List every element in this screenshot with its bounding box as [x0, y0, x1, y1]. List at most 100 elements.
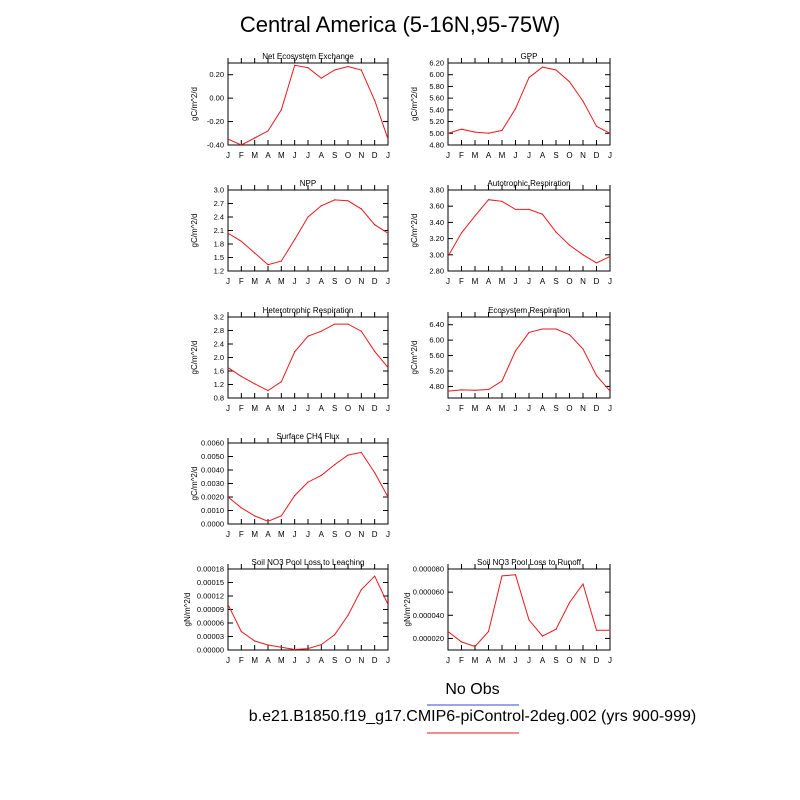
data-point [360, 208, 362, 210]
y-axis-label: gN/m^2/d [403, 593, 412, 627]
data-point [460, 232, 463, 234]
x-tick-label: A [540, 277, 546, 286]
series-line [448, 328, 610, 392]
y-tick-label: 5.20 [429, 117, 444, 126]
data-point [254, 252, 256, 254]
y-tick-label: 0.00018 [197, 565, 224, 574]
y-axis-label: gC/m^2/d [410, 214, 419, 248]
x-tick-label: A [265, 530, 271, 539]
y-tick-label: 0.0010 [201, 506, 224, 515]
data-point [280, 646, 282, 648]
x-tick-label: A [486, 404, 492, 413]
data-point [254, 137, 256, 139]
y-tick-label: 0.0000 [201, 520, 224, 529]
data-point [374, 224, 376, 226]
y-tick-label: 6.40 [429, 320, 444, 329]
x-tick-label: M [278, 277, 285, 286]
panel-frame [227, 316, 389, 399]
data-point [280, 109, 282, 111]
data-point [307, 335, 309, 337]
x-tick-label: J [446, 277, 450, 286]
x-tick-label: O [566, 277, 572, 286]
data-point [448, 390, 449, 392]
x-tick-label: F [239, 404, 244, 413]
data-point [487, 199, 490, 201]
data-point [514, 108, 517, 110]
x-tick-label: J [386, 277, 390, 286]
data-point [528, 77, 530, 79]
data-point [487, 388, 490, 391]
data-point [387, 603, 388, 606]
x-tick-label: J [306, 656, 310, 665]
x-tick-label: A [319, 404, 325, 413]
y-tick-label: 2.4 [214, 213, 224, 222]
x-tick-label: J [386, 151, 390, 160]
data-point [360, 589, 362, 591]
x-tick-label: F [459, 404, 464, 413]
y-tick-label: 2.8 [214, 326, 224, 335]
data-point [280, 381, 282, 383]
x-tick-label: F [239, 530, 244, 539]
data-point [487, 630, 490, 633]
x-tick-label: O [345, 277, 351, 286]
data-point [595, 629, 598, 631]
data-point [294, 351, 296, 353]
x-tick-label: A [540, 656, 546, 665]
x-tick-label: D [594, 404, 600, 413]
x-tick-label: N [358, 277, 364, 286]
x-tick-label: A [540, 151, 546, 160]
data-point [514, 208, 517, 211]
x-tick-label: M [278, 151, 285, 160]
x-tick-label: A [319, 277, 325, 286]
y-tick-label: 0.0030 [201, 479, 224, 488]
x-tick-label: J [226, 530, 230, 539]
x-tick-label: J [514, 151, 518, 160]
data-point [240, 375, 242, 377]
y-tick-label: 5.80 [429, 82, 444, 91]
x-tick-label: M [251, 151, 258, 160]
x-tick-label: N [580, 277, 586, 286]
data-point [501, 200, 503, 202]
data-point [595, 375, 598, 377]
data-point [267, 520, 269, 522]
panel-title: Surface CH4 Flux [276, 432, 339, 441]
x-tick-label: S [332, 277, 337, 286]
y-tick-label: 3.40 [429, 218, 444, 227]
x-tick-label: N [358, 151, 364, 160]
data-point [228, 603, 229, 606]
y-tick-label: -0.40 [207, 141, 224, 150]
panel-autotrophic-respiration: Autotrophic Respiration 2.80 3.00 3.20 3.40 3… [410, 179, 612, 286]
data-point [460, 641, 463, 643]
x-tick-label: J [306, 530, 310, 539]
legend-model-label: b.e21.B1850.f19_g17.CMIP6-piControl-2deg… [248, 708, 697, 725]
y-tick-label: 3.80 [429, 186, 444, 195]
x-tick-label: J [514, 404, 518, 413]
panel-frame [227, 442, 389, 525]
x-tick-label: N [358, 404, 364, 413]
data-point [568, 601, 571, 604]
y-tick-label: 6.20 [429, 59, 444, 68]
data-point [460, 389, 463, 391]
series-line [228, 64, 388, 145]
x-tick-label: O [566, 656, 572, 665]
y-tick-label: 0.000040 [413, 611, 444, 620]
y-tick-label: 0.8 [214, 394, 224, 403]
data-point [254, 515, 256, 517]
x-tick-label: M [251, 656, 258, 665]
data-point [582, 100, 584, 102]
data-point [387, 138, 388, 140]
panel-frame [447, 189, 611, 272]
x-tick-label: S [332, 404, 337, 413]
y-axis-label: gN/m^2/d [183, 593, 192, 627]
y-tick-label: 4.80 [429, 382, 444, 391]
data-point [320, 205, 322, 207]
data-point [448, 255, 449, 258]
data-point [460, 128, 463, 130]
data-point [347, 200, 349, 202]
y-axis-label: gC/m^2/d [190, 341, 199, 375]
series-line [228, 575, 388, 650]
x-tick-label: F [239, 151, 244, 160]
x-tick-label: S [332, 530, 337, 539]
y-tick-label: 3.20 [429, 234, 444, 243]
